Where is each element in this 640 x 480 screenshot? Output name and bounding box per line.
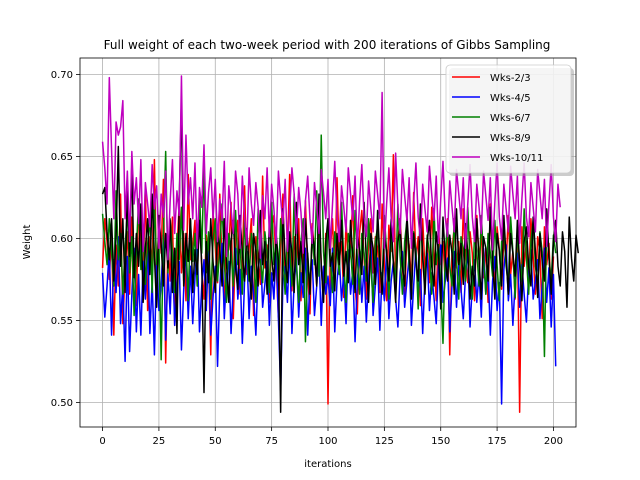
y-axis-label: Weight — [22, 225, 33, 260]
y-tick-label: 0.55 — [51, 316, 73, 327]
x-tick-label: 200 — [544, 436, 563, 447]
y-axis: 0.50 0.55 0.60 0.65 0.70 — [51, 70, 80, 409]
legend-box — [445, 64, 572, 174]
legend-entry: Wks-4/5 — [490, 93, 531, 104]
x-tick-label: 0 — [99, 436, 105, 447]
y-tick-label: 0.70 — [51, 70, 73, 81]
legend-entry: Wks-6/7 — [490, 113, 531, 124]
legend-entry: Wks-2/3 — [490, 73, 531, 84]
x-tick-label: 150 — [431, 436, 450, 447]
x-tick-label: 50 — [209, 436, 222, 447]
x-tick-label: 175 — [488, 436, 507, 447]
legend-entry: Wks-8/9 — [490, 133, 531, 144]
x-axis-label: iterations — [304, 459, 351, 470]
x-axis: 0 25 50 75 100 125 150 175 200 — [99, 427, 563, 447]
legend: Wks-2/3 Wks-4/5 Wks-6/7 Wks-8/9 Wks-10/11 — [445, 64, 574, 176]
y-tick-label: 0.50 — [51, 398, 73, 409]
x-tick-label: 75 — [265, 436, 278, 447]
x-tick-label: 125 — [375, 436, 394, 447]
y-tick-label: 0.65 — [51, 152, 73, 163]
x-tick-label: 100 — [318, 436, 337, 447]
chart-title: Full weight of each two-week period with… — [104, 38, 551, 52]
y-tick-label: 0.60 — [51, 234, 73, 245]
legend-entry: Wks-10/11 — [490, 153, 543, 164]
x-tick-label: 25 — [153, 436, 166, 447]
